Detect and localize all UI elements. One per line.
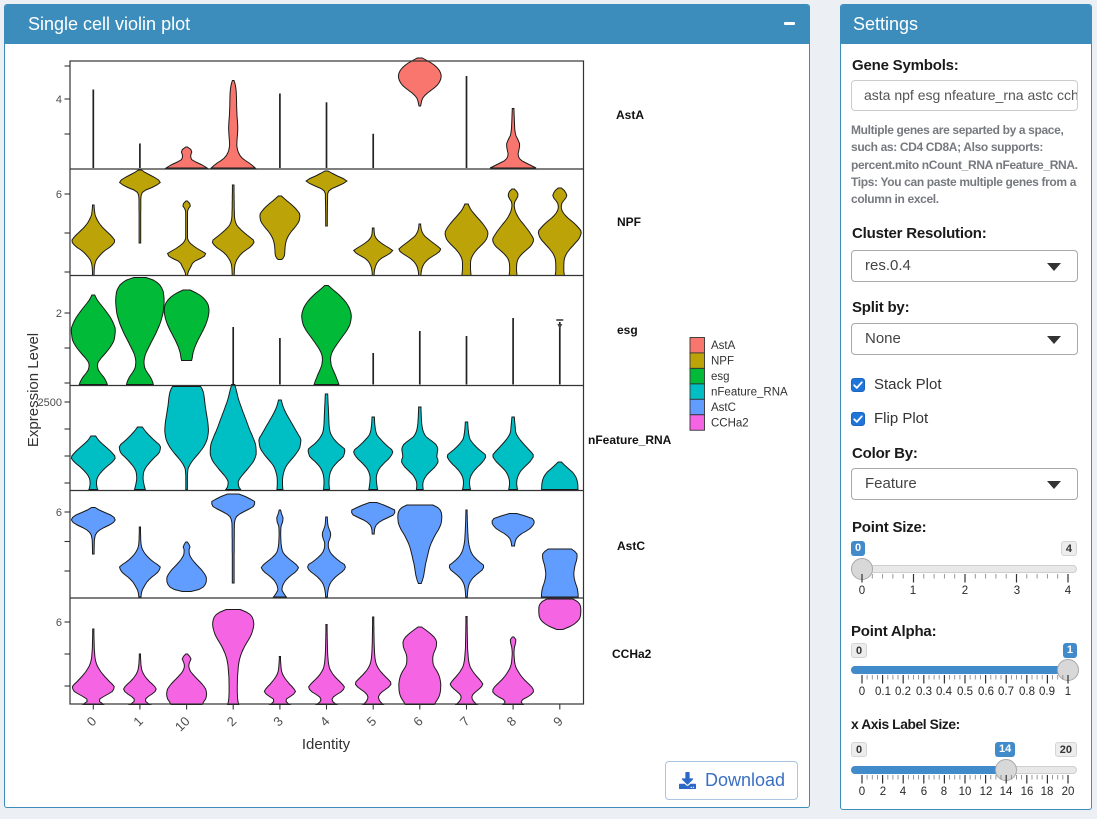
svg-text:6: 6 <box>410 714 426 730</box>
svg-text:4: 4 <box>317 714 333 730</box>
svg-text:esg: esg <box>711 371 730 383</box>
svg-text:CCHa2: CCHa2 <box>612 647 652 661</box>
svg-text:3: 3 <box>270 714 286 730</box>
svg-text:6: 6 <box>56 617 62 629</box>
svg-text:2: 2 <box>224 714 240 730</box>
svg-text:8: 8 <box>503 714 519 730</box>
svg-text:9: 9 <box>550 714 566 730</box>
svg-text:0: 0 <box>84 714 100 730</box>
svg-text:10: 10 <box>172 714 193 735</box>
svg-text:nFeature_RNA: nFeature_RNA <box>588 433 672 447</box>
svg-text:4: 4 <box>56 94 62 106</box>
svg-text:AstA: AstA <box>616 108 644 122</box>
svg-text:1: 1 <box>130 714 146 730</box>
svg-text:5: 5 <box>364 714 380 730</box>
svg-text:AstC: AstC <box>711 402 736 414</box>
svg-text:nFeature_RNA: nFeature_RNA <box>711 387 788 399</box>
svg-text:NPF: NPF <box>617 215 641 229</box>
svg-text:6: 6 <box>56 189 62 201</box>
svg-text:AstA: AstA <box>711 340 736 352</box>
svg-text:7: 7 <box>457 714 473 730</box>
svg-text:esg: esg <box>617 323 638 337</box>
svg-text:6: 6 <box>56 507 62 519</box>
svg-text:2: 2 <box>56 308 62 320</box>
svg-text:Identity: Identity <box>302 736 351 753</box>
svg-text:AstC: AstC <box>617 539 645 553</box>
svg-text:CCHa2: CCHa2 <box>711 417 749 429</box>
svg-text:2500: 2500 <box>38 397 62 409</box>
svg-text:NPF: NPF <box>711 356 734 368</box>
svg-text:Expression Level: Expression Level <box>25 333 42 447</box>
